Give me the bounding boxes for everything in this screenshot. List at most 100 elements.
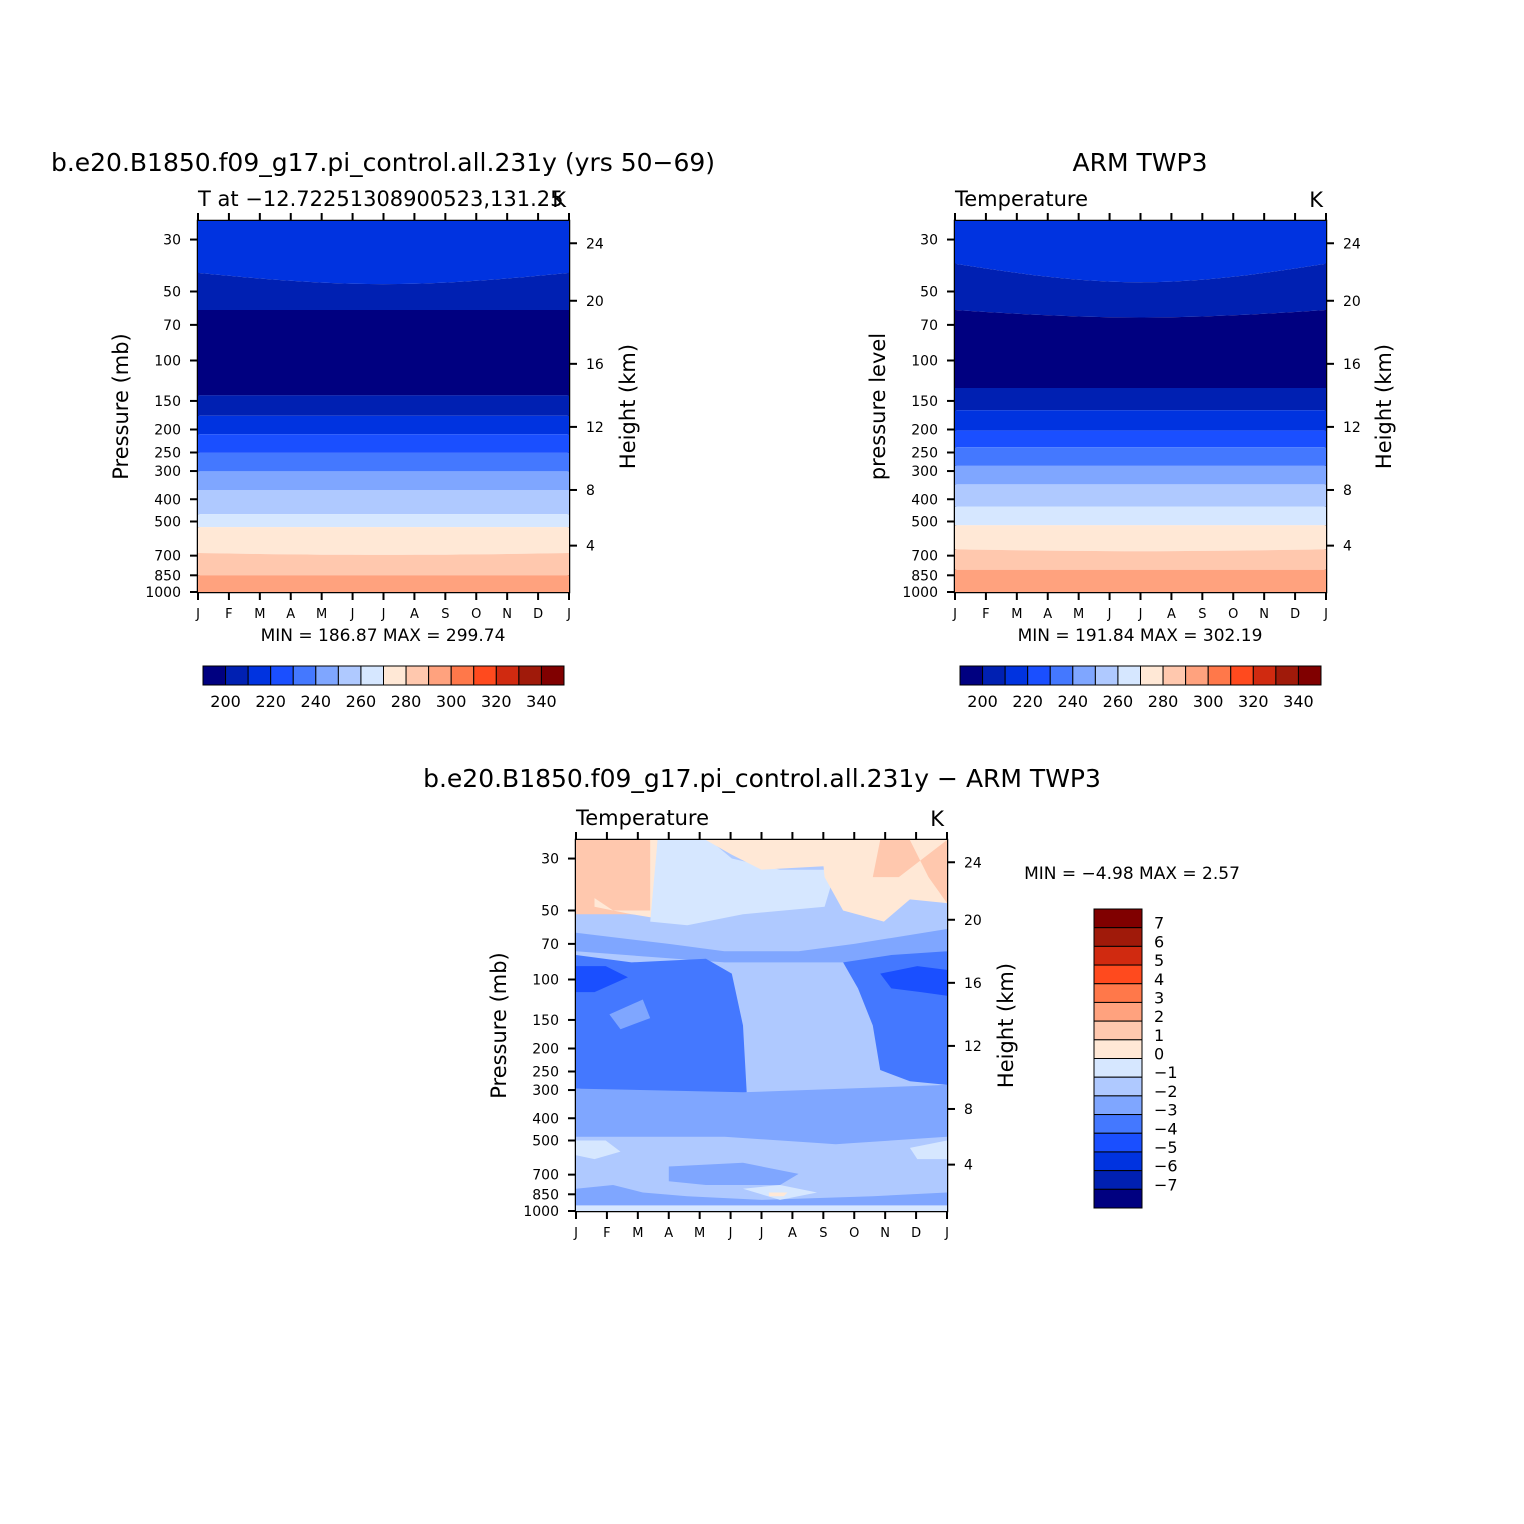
diff-region	[609, 999, 651, 1030]
chart-subtitle: Temperature	[575, 806, 709, 830]
temperature-band	[198, 395, 569, 416]
diff-region	[880, 966, 947, 996]
colorbar-swatch	[1252, 665, 1277, 686]
y2-tick-label: 12	[964, 1039, 982, 1055]
y-tick-label: 30	[163, 233, 181, 249]
y2-tick-label: 8	[964, 1102, 973, 1118]
x-tick-label: J	[759, 1226, 764, 1241]
diff-region	[583, 840, 651, 911]
colorbar-label: 320	[481, 692, 512, 711]
temperature-band	[955, 447, 1326, 466]
units-label: K	[930, 807, 945, 831]
colorbar-label: 220	[255, 692, 286, 711]
y-tick-label: 30	[920, 233, 938, 249]
colorbar-label: −4	[1154, 1119, 1178, 1138]
x-tick-label: O	[471, 607, 481, 622]
x-tick-label: A	[410, 607, 419, 622]
colorbar-label: −5	[1154, 1138, 1178, 1157]
temperature-band	[198, 415, 569, 435]
temperature-band	[955, 465, 1326, 485]
x-tick-label: A	[1167, 607, 1176, 622]
x-tick-label: M	[254, 607, 265, 622]
field-0	[198, 221, 569, 592]
y-tick-label: 400	[911, 492, 938, 508]
x-tick-label: F	[225, 607, 232, 622]
colorbar: 200 220 240 260 280 300 320 340	[959, 665, 1322, 711]
colorbar-swatch	[1093, 945, 1143, 966]
y2-axis-label: Height (km)	[616, 344, 640, 469]
y-tick-label: 400	[154, 492, 181, 508]
colorbar-swatch	[405, 665, 430, 686]
y2-tick-label: 16	[964, 976, 982, 992]
colorbar-label: 240	[1058, 692, 1089, 711]
diff-region	[576, 929, 947, 963]
chart-title: b.e20.B1850.f09_g17.pi_control.all.231y …	[423, 764, 1101, 793]
units-label: K	[552, 188, 567, 212]
y-tick-label: 70	[163, 318, 181, 334]
y2-tick-label: 4	[1343, 539, 1352, 555]
panel-1: ARM TWP3 Temperature K J F M A M J J A S O N D J 30 50 70 1…	[866, 148, 1396, 711]
x-tick-label: D	[1290, 607, 1300, 622]
y-tick-label: 1000	[523, 1204, 559, 1220]
temperature-band	[955, 549, 1326, 570]
temperature-band	[198, 310, 569, 396]
y-tick-label: 300	[911, 464, 938, 480]
diff-region	[576, 1084, 947, 1145]
colorbar-swatch	[383, 665, 407, 686]
temperature-band	[198, 575, 569, 592]
colorbar-swatch	[292, 665, 317, 686]
colorbar-label: 4	[1154, 970, 1164, 989]
y2-tick-label: 16	[1343, 357, 1361, 373]
diff-region	[576, 955, 747, 1119]
chart-subtitle: Temperature	[954, 187, 1088, 211]
diff-region	[576, 966, 628, 993]
colorbar-label: 340	[526, 692, 557, 711]
colorbar-swatch	[1207, 665, 1232, 686]
colorbar-label: −7	[1154, 1175, 1178, 1194]
colorbar-swatch	[982, 665, 1006, 686]
field-2	[576, 840, 947, 1211]
colorbar-label: 200	[967, 692, 998, 711]
colorbar-label: 7	[1154, 914, 1164, 933]
colorbar-label: 0	[1154, 1045, 1164, 1064]
x-tick-label: M	[1073, 607, 1084, 622]
colorbar-swatch	[1049, 665, 1074, 686]
colorbar-swatch	[1093, 1076, 1143, 1097]
y2-tick-label: 20	[964, 913, 982, 929]
colorbar-swatch	[270, 665, 294, 686]
colorbar-swatch	[1162, 665, 1187, 686]
colorbar-swatch	[473, 665, 497, 686]
colorbar-label: 260	[1103, 692, 1134, 711]
temperature-band	[955, 310, 1326, 388]
colorbar-swatch	[1093, 1188, 1143, 1209]
colorbar-swatch	[1027, 665, 1051, 686]
y-tick-label: 700	[911, 549, 938, 565]
x-tick-label: A	[1043, 607, 1052, 622]
temperature-band	[955, 388, 1326, 411]
chart-subtitle: T at −12.72251308900523,131.25	[197, 187, 563, 211]
colorbar-swatch	[1230, 665, 1254, 686]
x-tick-label: F	[982, 607, 989, 622]
y-tick-label: 300	[154, 464, 181, 480]
x-tick-label: J	[381, 607, 386, 622]
y2-tick-label: 12	[586, 420, 604, 436]
x-tick-label: J	[728, 1226, 733, 1241]
y-axis-label: pressure level	[866, 333, 890, 480]
diff-region	[743, 1185, 818, 1200]
colorbar-swatch	[202, 665, 227, 686]
y-tick-label: 500	[154, 515, 181, 531]
colorbar-swatch	[1117, 665, 1141, 686]
diff-region	[768, 1192, 788, 1197]
panel-0: b.e20.B1850.f09_g17.pi_control.all.231y …	[51, 148, 715, 711]
y-tick-label: 700	[532, 1168, 559, 1184]
y-tick-label: 100	[154, 353, 181, 369]
y-axis-label: Pressure (mb)	[109, 333, 133, 480]
colorbar-label: 200	[210, 692, 241, 711]
y-tick-label: 850	[154, 568, 181, 584]
y-tick-label: 50	[541, 903, 559, 919]
y2-tick-label: 12	[1343, 420, 1361, 436]
colorbar-swatch	[450, 665, 475, 686]
y2-axis-label: Height (km)	[994, 963, 1018, 1088]
x-tick-label: N	[1259, 607, 1269, 622]
